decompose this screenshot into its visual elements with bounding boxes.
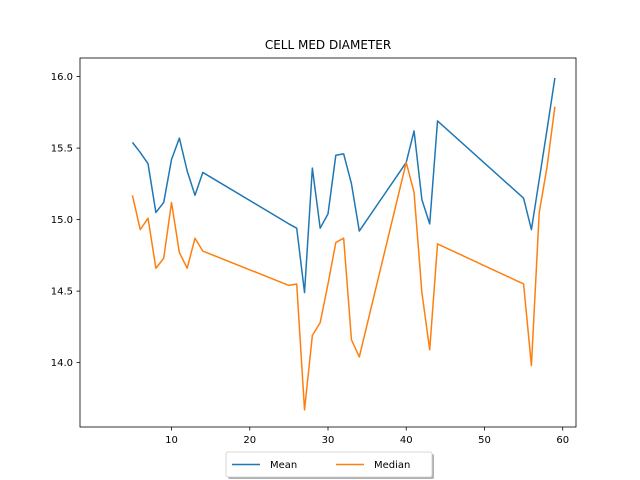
chart-title: CELL MED DIAMETER — [265, 38, 391, 52]
series-line-mean — [131, 77, 556, 294]
legend: Mean Median — [225, 451, 434, 479]
y-tick-label: 14.5 — [51, 287, 73, 298]
legend-label-mean: Mean — [270, 460, 297, 471]
axes: 10 20 30 40 50 60 14.0 14.5 15.0 15.5 16.0 — [51, 57, 577, 446]
y-tick-label: 15.0 — [51, 215, 73, 226]
x-tick-label: 30 — [322, 435, 335, 446]
x-tick-label: 20 — [243, 435, 256, 446]
y-tick-label: 15.5 — [51, 144, 73, 155]
axes-frame — [79, 57, 577, 428]
x-tick-label: 50 — [478, 435, 491, 446]
plot-area — [131, 77, 556, 411]
series-line-median — [131, 106, 556, 411]
y-tick-label: 16.0 — [51, 72, 73, 83]
legend-box — [225, 451, 433, 478]
x-tick-label: 60 — [556, 435, 569, 446]
x-tick-label: 10 — [165, 435, 178, 446]
y-tick-label: 14.0 — [51, 358, 73, 369]
x-tick-label: 40 — [400, 435, 413, 446]
legend-label-median: Median — [374, 460, 410, 471]
